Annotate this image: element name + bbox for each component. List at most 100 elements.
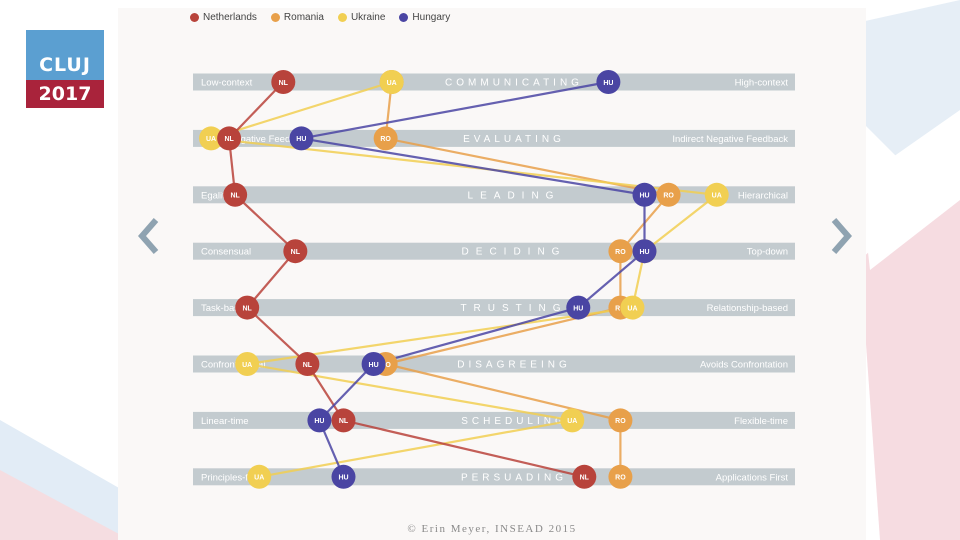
data-point-ua — [379, 70, 404, 94]
event-logo: CLUJ 2017 — [26, 30, 104, 108]
scale-name: LEADING — [468, 190, 561, 201]
data-label-ro: RO — [380, 362, 391, 369]
legend-swatch — [270, 13, 280, 22]
data-label-nl: NL — [243, 305, 253, 312]
scale-left-label: Low-context — [201, 78, 253, 89]
legend-item-ukraine: Ukraine — [337, 12, 386, 23]
data-label-nl: NL — [279, 80, 289, 87]
legend-item-netherlands: Netherlands — [190, 12, 257, 23]
scale-left-label: Principles-first — [201, 472, 261, 483]
data-point-ro — [373, 126, 398, 151]
data-label-ro: RO — [615, 249, 626, 256]
legend-item-hungary: Hungary — [399, 12, 450, 23]
scale-right-label: Top-down — [747, 247, 788, 258]
data-label-ua: UA — [387, 80, 397, 87]
data-point-ua — [560, 408, 585, 433]
data-label-hu: HU — [639, 249, 649, 256]
data-point-ua — [235, 352, 260, 376]
data-label-ro: RO — [615, 418, 626, 425]
data-point-hu — [361, 352, 386, 376]
scale-bar — [193, 73, 795, 91]
scale-name: COMMUNICATING — [445, 78, 583, 89]
data-label-ua: UA — [712, 193, 722, 200]
data-label-hu: HU — [296, 136, 306, 143]
scale-name: DISAGREEING — [457, 360, 570, 371]
data-point-nl — [572, 464, 597, 489]
scale-name: DECIDING — [462, 247, 567, 258]
scale-right-label: Applications First — [716, 472, 789, 483]
scale-left-label: Confrontational — [201, 360, 265, 371]
data-point-hu — [632, 182, 657, 207]
data-point-hu — [289, 126, 314, 151]
data-point-hu — [632, 239, 657, 264]
data-label-nl: NL — [339, 418, 349, 425]
chart-panel — [118, 8, 866, 540]
data-label-hu: HU — [338, 475, 348, 482]
culture-map-chart: Low-context High-context COMMUNICATING Dire… — [193, 70, 795, 489]
series-line-hungary — [301, 80, 646, 478]
copyright-text: © Erin Meyer, INSEAD 2015 — [407, 523, 577, 535]
data-point-ro — [608, 239, 633, 264]
scale-bar — [193, 299, 795, 317]
data-point-nl — [271, 70, 296, 94]
data-label-nl: NL — [291, 249, 301, 256]
data-point-ro — [608, 408, 633, 433]
next-slide-button[interactable] — [828, 216, 854, 256]
scale-right-label: Relationship-based — [707, 303, 788, 314]
data-label-ro: RO — [380, 136, 391, 143]
scale-bar — [193, 129, 795, 147]
previous-slide-button[interactable] — [136, 216, 162, 256]
data-point-ro — [608, 464, 633, 489]
scale-left-label: Consensual — [201, 247, 251, 258]
legend-label: Ukraine — [350, 12, 386, 23]
scale-left-label: Task-based — [201, 303, 250, 314]
data-point-nl — [283, 239, 308, 264]
data-point-ua — [620, 295, 645, 320]
legend-label: Romania — [283, 12, 324, 23]
data-point-nl — [235, 295, 260, 320]
data-point-ua — [704, 182, 729, 207]
legend-swatch — [399, 13, 409, 22]
data-label-hu: HU — [314, 418, 324, 425]
legend-swatch — [190, 13, 199, 22]
chevron-right-icon — [831, 218, 852, 254]
scale-name: EVALUATING — [463, 134, 565, 145]
series-line-romania — [384, 81, 671, 477]
data-label-hu: HU — [369, 362, 379, 369]
data-point-ro — [656, 182, 681, 207]
legend-swatch — [337, 13, 347, 22]
data-label-ua: UA — [567, 418, 577, 425]
logo-city: CLUJ — [26, 30, 104, 80]
scale-right-label: Avoids Confrontation — [700, 360, 788, 371]
data-label-hu: HU — [573, 305, 583, 312]
scale-right-label: Hierarchical — [738, 190, 788, 201]
data-label-nl: NL — [224, 136, 234, 143]
scale-bar — [193, 355, 795, 373]
data-point-hu — [566, 295, 591, 320]
scale-right-label: Indirect Negative Feedback — [672, 134, 788, 145]
scale-right-label: High-context — [735, 78, 789, 89]
scale-name: SCHEDULING — [461, 416, 567, 427]
chevron-left-icon — [138, 218, 159, 254]
legend-item-romania: Romania — [270, 12, 324, 23]
scale-name: TRUSTING — [460, 303, 567, 314]
data-point-hu — [331, 464, 356, 489]
data-label-nl: NL — [580, 475, 590, 482]
scale-right-label: Flexible-time — [734, 416, 788, 427]
data-point-nl — [295, 352, 320, 376]
chart-legend: Netherlands Romania Ukraine Hungary — [190, 12, 450, 23]
data-label-ua: UA — [254, 475, 264, 482]
data-label-ro: RO — [615, 475, 626, 482]
data-label-ua: UA — [206, 136, 216, 143]
data-point-nl — [217, 126, 242, 151]
data-label-nl: NL — [230, 193, 240, 200]
legend-label: Netherlands — [203, 12, 257, 23]
data-point-nl — [331, 408, 356, 433]
data-point-ua — [247, 464, 272, 489]
scale-name: PERSUADING — [461, 472, 567, 483]
data-label-ua: UA — [242, 362, 252, 369]
data-point-hu — [596, 70, 621, 94]
data-point-ua — [199, 126, 224, 151]
scale-left-label: Direct Negative Feedback — [201, 134, 311, 145]
legend-label: Hungary — [412, 12, 451, 23]
